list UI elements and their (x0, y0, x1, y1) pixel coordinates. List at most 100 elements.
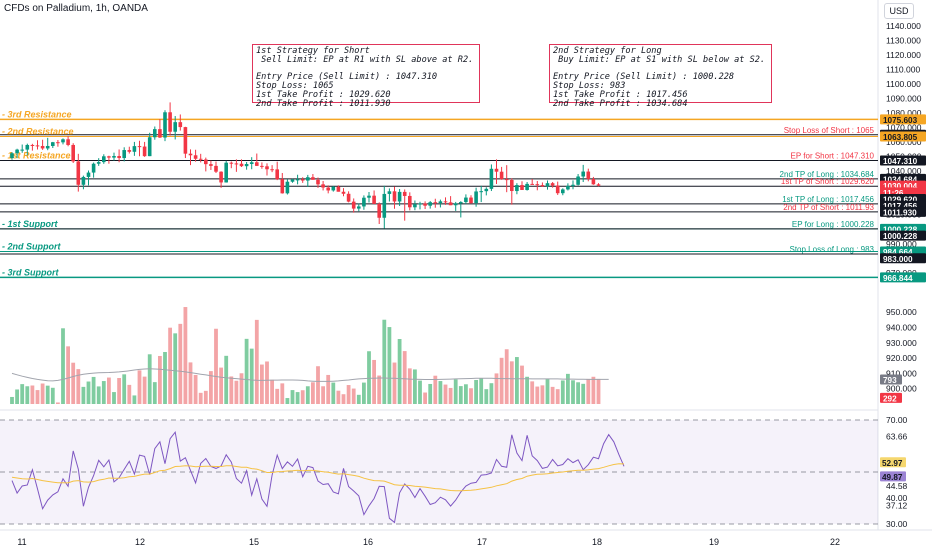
volume-value-box (880, 392, 902, 403)
volume-bar (423, 392, 427, 404)
volume-bar (209, 371, 213, 404)
volume-bar (122, 374, 127, 404)
volume-bar (101, 381, 106, 404)
price-label: 1030.004 (883, 182, 918, 191)
level-caption: 2nd TP of Short : 1011.93 (783, 203, 874, 212)
note-line: 1st Take Profit : 1029.620 (256, 89, 391, 100)
candle-body (91, 163, 96, 173)
candle-body (66, 139, 70, 145)
candle-body (224, 162, 228, 183)
note-line: 2nd Take Profit : 1011.930 (256, 98, 391, 109)
volume-bar (438, 381, 443, 404)
volume-bar (494, 373, 499, 404)
volume-bar (163, 352, 167, 404)
volume-bar (158, 355, 162, 404)
candle-body (86, 172, 91, 177)
candle-body (260, 165, 264, 167)
volume-bar (413, 369, 417, 404)
time-tick-label: 17 (477, 537, 487, 547)
candle-body (132, 146, 137, 152)
rsi-band (0, 420, 878, 524)
volume-bar (112, 392, 116, 404)
rsi-tick-label: 44.58 (886, 481, 908, 491)
volume-bar (525, 376, 529, 404)
candle-body (51, 142, 55, 146)
volume-bar (515, 357, 519, 404)
level-caption: - 2nd Support (2, 242, 61, 252)
volume-bar (193, 374, 198, 404)
note-line: Stop Loss: 1065 (256, 81, 334, 92)
volume-bar (397, 339, 402, 404)
volume-bar (464, 384, 468, 404)
volume-bar (224, 355, 229, 404)
time-tick-label: 12 (135, 537, 145, 547)
price-tick-label: 1040.000 (886, 166, 922, 176)
candle-body (76, 161, 81, 185)
rsi-line (11, 431, 625, 524)
candle-body (153, 129, 157, 138)
candle-body (107, 156, 111, 158)
price-label: 1011.930 (883, 208, 917, 217)
candle-body (234, 163, 239, 165)
chart-title: CFDs on Palladium, 1h, OANDA (4, 3, 148, 14)
volume-bar (448, 387, 453, 404)
candle-body (280, 179, 285, 194)
candle-body (331, 186, 336, 191)
volume-bar (535, 386, 540, 404)
volume-bar (96, 386, 101, 404)
price-tick-label: 1070.000 (886, 123, 922, 133)
rsi-tick-label: 70.00 (886, 415, 908, 425)
candle-body (397, 191, 402, 202)
candle-body (244, 163, 249, 167)
candle-body (341, 191, 346, 194)
price-label: 966.844 (883, 274, 913, 283)
level-caption: Stop Loss of Long : 983 (789, 245, 874, 254)
currency-button[interactable]: USD (884, 3, 914, 19)
level-caption: 1st TP of Long : 1017.456 (782, 195, 874, 204)
candle-body (510, 179, 514, 192)
volume-bar (443, 384, 448, 404)
volume-bar (331, 382, 336, 404)
level-caption: - 3rd Resistance (2, 109, 72, 119)
candle-body (484, 188, 489, 192)
time-tick-label: 15 (249, 537, 259, 547)
price-label: 1029.620 (883, 196, 918, 205)
rsi-tick-label: 37.12 (886, 500, 908, 510)
price-label-box (880, 155, 926, 166)
price-label: 1000.228 (883, 232, 918, 241)
volume-bar (499, 357, 504, 404)
level-caption: 1st TP of Short : 1029.620 (781, 177, 875, 186)
candle-body (520, 185, 524, 191)
candle-body (571, 184, 575, 186)
candle-body (275, 169, 279, 180)
candle-body (147, 137, 152, 157)
volume-bar (107, 377, 111, 404)
candle-body (71, 144, 75, 162)
candle-body (193, 155, 198, 159)
volume-value-label: 292 (883, 394, 897, 403)
volume-bar (555, 389, 560, 404)
long-strategy-note: 2nd Strategy for Long Buy Limit: EP at S… (549, 44, 772, 108)
level-caption: EP for Long : 1000.228 (792, 220, 875, 229)
volume-bar (56, 402, 60, 404)
volume-bar (341, 394, 346, 404)
volume-bar (311, 382, 315, 404)
volume-bar (66, 346, 70, 404)
volume-bar (392, 362, 397, 404)
candle-body (443, 201, 448, 203)
time-tick-label: 22 (830, 537, 840, 547)
candle-body (392, 191, 397, 202)
time-tick-label: 19 (709, 537, 719, 547)
volume-bar (91, 376, 96, 404)
rsi-ma-line (11, 463, 625, 492)
candle-body (295, 179, 300, 181)
note-line: Entry Price (Sell Limit) : 1000.228 (553, 72, 735, 83)
candle-body (306, 177, 310, 181)
volume-bar (137, 370, 142, 404)
rsi-tick-label: 40.00 (886, 493, 908, 503)
volume-tick-label: 930.000 (886, 338, 917, 348)
volume-bar (285, 398, 290, 404)
volume-bar (346, 385, 351, 404)
volume-bar (270, 379, 274, 404)
volume-bar (571, 380, 575, 404)
